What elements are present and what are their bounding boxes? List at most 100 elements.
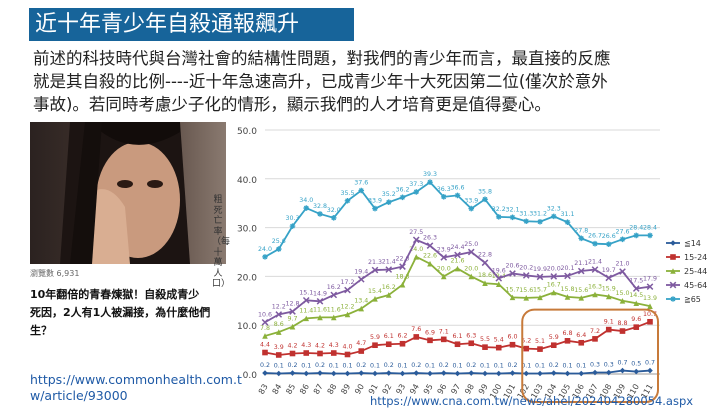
data-point — [669, 281, 677, 289]
data-label: 25.0 — [464, 241, 478, 248]
x-tick-label: 99 — [477, 383, 490, 396]
data-point — [357, 275, 365, 283]
data-point — [482, 370, 488, 377]
data-label: 16.2 — [327, 284, 341, 291]
data-label: 23.9 — [437, 246, 451, 253]
series-3: 10.612.2 12.815.1 14.916.217.219.421.3 21.4… — [258, 229, 657, 326]
data-label: 0.2 — [411, 362, 421, 369]
data-label: 17.5 — [629, 278, 643, 285]
data-point — [605, 326, 612, 333]
data-point — [619, 367, 626, 374]
data-label: 39.3 — [423, 171, 437, 178]
data-label: 0.5 — [631, 361, 641, 368]
data-label: 17.2 — [340, 279, 354, 286]
data-label: 27.8 — [574, 227, 588, 234]
data-label: 19.7 — [602, 267, 616, 274]
highlight-box — [521, 308, 659, 404]
data-label: 0.7 — [645, 360, 655, 367]
data-point — [427, 370, 433, 377]
y-tick-label: 40.0 — [237, 176, 257, 186]
data-label: 26.7 — [588, 233, 602, 240]
data-point — [330, 370, 337, 377]
data-label: 9.1 — [604, 319, 614, 326]
data-point — [316, 297, 324, 305]
data-label: 5.5 — [480, 336, 490, 343]
data-point — [564, 219, 571, 226]
data-point — [440, 336, 447, 343]
data-point — [275, 311, 283, 318]
data-label: 12.2 — [272, 303, 286, 310]
data-label: 14.9 — [313, 290, 327, 297]
data-point — [632, 285, 640, 292]
data-point — [344, 286, 351, 294]
data-point — [275, 352, 282, 358]
data-point — [275, 329, 282, 335]
data-label: 0.1 — [576, 363, 586, 370]
data-label: 24.0 — [258, 246, 272, 253]
data-point — [385, 266, 393, 273]
data-point — [454, 251, 461, 259]
x-tick-label: 95 — [422, 383, 435, 396]
data-point — [550, 289, 557, 296]
cna-source-link[interactable]: https://www.cna.com.tw/news/ahel/2024042… — [370, 394, 694, 408]
y-axis-label: 粗死亡率（每十萬人口） — [212, 195, 231, 289]
data-label: 15.0 — [615, 290, 629, 297]
data-point — [372, 205, 378, 212]
data-label: 0.1 — [521, 363, 531, 370]
data-label: 37.6 — [354, 180, 368, 187]
commonhealth-link[interactable]: https://www.commonhealth.com.t w/article… — [30, 372, 242, 404]
intro-paragraph: 前述的科技時代與台灣社會的結構性問題，對我們的青少年而言，最直接的反應 就是其自… — [33, 47, 683, 116]
x-tick-label: 87 — [312, 383, 325, 396]
data-label: 0.1 — [452, 363, 462, 370]
data-label: 33.9 — [464, 198, 478, 205]
data-point — [537, 218, 543, 225]
data-point — [385, 292, 392, 298]
data-point — [399, 281, 406, 288]
data-label: 15.7 — [533, 286, 547, 293]
data-point — [647, 318, 653, 325]
data-point — [509, 214, 516, 221]
data-point — [670, 254, 676, 260]
data-label: 7.6 — [411, 326, 421, 333]
data-label: 21.3 — [368, 259, 382, 266]
data-point — [605, 274, 613, 282]
article-photo[interactable] — [30, 122, 226, 264]
data-label: 18.6 — [478, 272, 492, 279]
data-label: 31.3 — [519, 210, 533, 217]
article-caption[interactable]: 10年翻倍的青春煉獄！自殺成青少 死因，2人有1人被漏接，為什麼他們 生？ — [30, 286, 230, 340]
data-point — [564, 272, 571, 280]
data-label: 21.4 — [382, 259, 396, 266]
data-label: 32.3 — [547, 205, 561, 212]
data-point — [619, 328, 626, 334]
data-label: 4.2 — [287, 343, 297, 350]
data-label: 19.9 — [533, 266, 547, 273]
data-label: 0.1 — [370, 363, 380, 370]
data-label: 20.1 — [560, 265, 574, 272]
data-label: 0.3 — [590, 362, 600, 369]
data-label: 8.6 — [274, 321, 284, 328]
data-point — [592, 369, 598, 376]
data-point — [303, 315, 310, 322]
data-point — [550, 342, 557, 349]
data-point — [536, 273, 544, 281]
data-label: 0.1 — [397, 363, 407, 370]
data-point — [509, 270, 516, 277]
x-tick-label: 83 — [257, 383, 270, 396]
data-point — [317, 314, 323, 321]
data-label: 0.2 — [356, 362, 366, 369]
intro-line-2: 就是其自殺的比例----近十年急速高升，已成青少年十大死因第二位(僅次於意外 — [33, 72, 608, 91]
data-label: 0.2 — [466, 362, 476, 369]
data-point — [495, 370, 502, 377]
intro-line-3: 事故)。若同時考慮少子化的情形，顯示我們的人才培育更是值得憂心。 — [33, 95, 551, 114]
data-label: 35.8 — [478, 188, 492, 195]
data-point — [454, 341, 461, 348]
data-point — [495, 281, 502, 288]
data-label: 20.2 — [519, 264, 533, 271]
data-point — [358, 187, 365, 194]
data-point — [509, 341, 516, 348]
y-tick-label: 30.0 — [237, 225, 257, 235]
x-tick-label: 91 — [367, 383, 380, 396]
data-label: 24.4 — [450, 244, 464, 251]
data-label: 24.0 — [409, 246, 423, 253]
data-label: 15.6 — [519, 287, 533, 294]
